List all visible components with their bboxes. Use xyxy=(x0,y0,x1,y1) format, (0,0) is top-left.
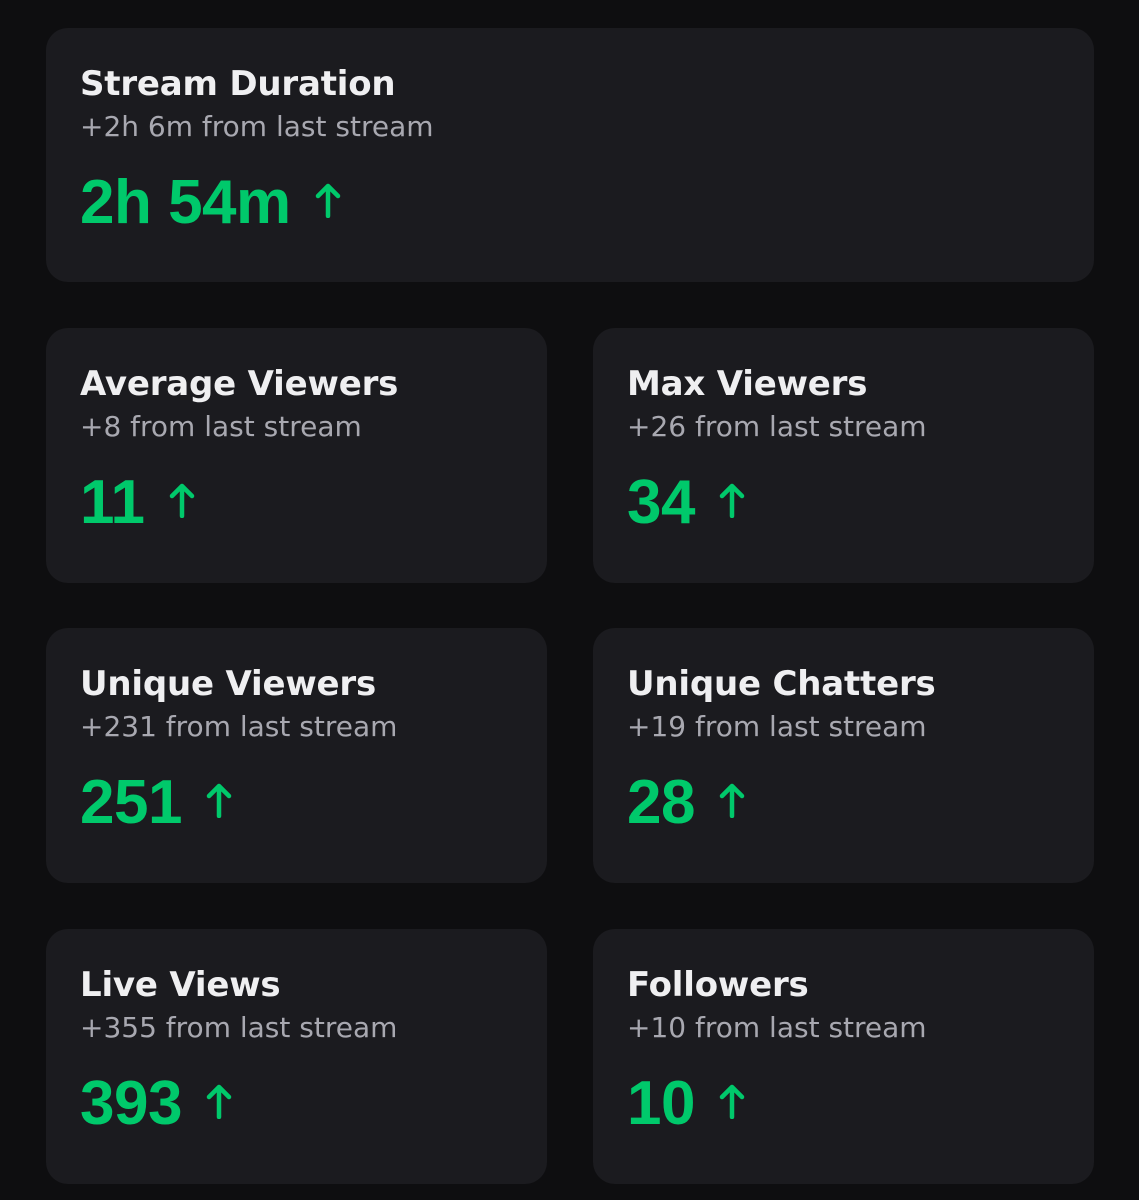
stat-value: 34 xyxy=(627,468,695,537)
stat-value: 10 xyxy=(627,1069,695,1138)
arrow-up-icon xyxy=(204,780,234,820)
stat-title: Stream Duration xyxy=(80,64,396,104)
stat-value: 28 xyxy=(627,768,695,837)
stat-value: 2h 54m xyxy=(80,168,291,237)
stat-change: +2h 6m from last stream xyxy=(80,110,434,143)
stat-card-stream-duration: Stream Duration +2h 6m from last stream … xyxy=(46,28,1094,282)
stat-value: 393 xyxy=(80,1069,182,1138)
stat-card-followers: Followers +10 from last stream 10 xyxy=(593,929,1094,1184)
stat-title: Unique Viewers xyxy=(80,664,377,704)
stat-value: 11 xyxy=(80,468,145,537)
stat-card-max-viewers: Max Viewers +26 from last stream 34 xyxy=(593,328,1094,583)
arrow-up-icon xyxy=(717,780,747,820)
arrow-up-icon xyxy=(717,1081,747,1121)
stat-title: Max Viewers xyxy=(627,364,868,404)
stat-value-row: 28 xyxy=(627,768,1060,838)
stat-card-average-viewers: Average Viewers +8 from last stream 11 xyxy=(46,328,547,583)
stat-change: +10 from last stream xyxy=(627,1011,927,1044)
arrow-up-icon xyxy=(717,480,747,520)
stat-card-unique-chatters: Unique Chatters +19 from last stream 28 xyxy=(593,628,1094,883)
stat-title: Live Views xyxy=(80,965,281,1005)
arrow-up-icon xyxy=(167,480,197,520)
stat-card-unique-viewers: Unique Viewers +231 from last stream 251 xyxy=(46,628,547,883)
stat-title: Average Viewers xyxy=(80,364,399,404)
arrow-up-icon xyxy=(313,180,343,220)
stat-value-row: 10 xyxy=(627,1069,1060,1139)
stat-value-row: 393 xyxy=(80,1069,513,1139)
stat-value-row: 11 xyxy=(80,468,513,538)
stat-value-row: 2h 54m xyxy=(80,168,1060,238)
stat-title: Followers xyxy=(627,965,809,1005)
stat-change: +355 from last stream xyxy=(80,1011,398,1044)
stat-change: +8 from last stream xyxy=(80,410,362,443)
stat-card-live-views: Live Views +355 from last stream 393 xyxy=(46,929,547,1184)
stat-change: +26 from last stream xyxy=(627,410,927,443)
stat-value: 251 xyxy=(80,768,182,837)
stat-change: +231 from last stream xyxy=(80,710,398,743)
stat-value-row: 251 xyxy=(80,768,513,838)
stat-title: Unique Chatters xyxy=(627,664,936,704)
arrow-up-icon xyxy=(204,1081,234,1121)
stat-change: +19 from last stream xyxy=(627,710,927,743)
stat-value-row: 34 xyxy=(627,468,1060,538)
